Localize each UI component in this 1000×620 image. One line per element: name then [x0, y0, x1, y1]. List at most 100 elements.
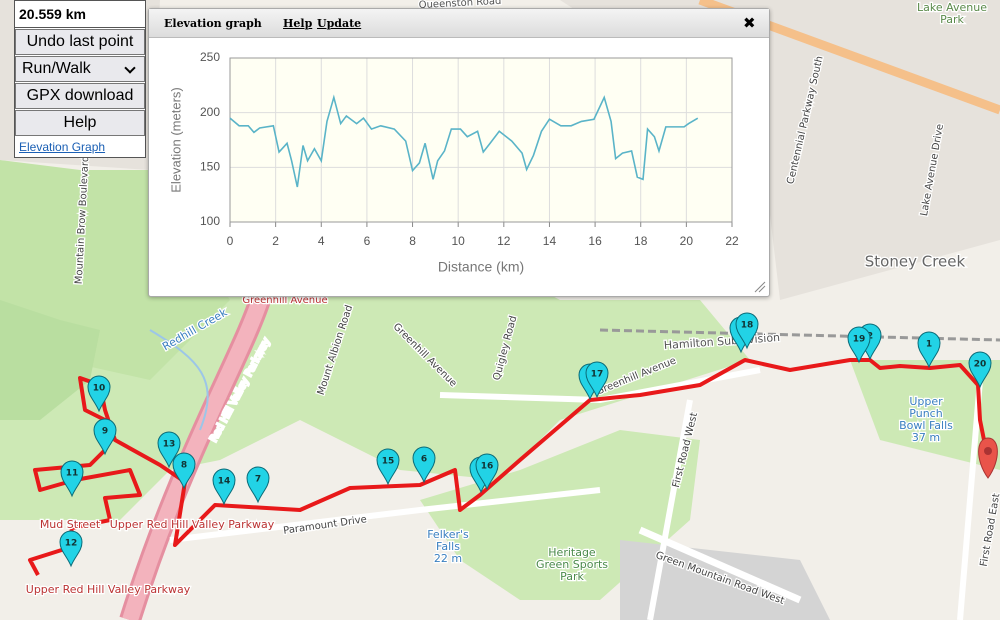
close-button[interactable]: ✖ [743, 14, 756, 32]
x-tick-label: 22 [725, 234, 739, 248]
help-link[interactable]: Help [283, 17, 313, 30]
route-marker[interactable]: 20 [968, 351, 992, 389]
marker-label: 7 [255, 475, 261, 485]
map-label-line: Greenhill Avenue [242, 295, 327, 306]
y-tick-label: 100 [200, 214, 220, 228]
resize-handle [754, 281, 766, 293]
x-tick-label: 12 [497, 234, 511, 248]
marker-pin [968, 351, 992, 389]
map-label-line: Park [940, 13, 964, 26]
undo-button[interactable]: Undo last point [15, 29, 145, 55]
map-label: First Road East [977, 491, 1000, 568]
map-label-line: Punch [909, 407, 942, 420]
control-panel: 20.559 km Undo last point Run/Walk GPX d… [14, 0, 146, 158]
route [28, 358, 992, 576]
gpx-button[interactable]: GPX download [15, 83, 145, 109]
marker-pin [917, 331, 941, 369]
route-marker[interactable]: 19 [847, 326, 871, 364]
map-label-line: Mud Street [40, 518, 101, 531]
marker-pin [93, 418, 117, 456]
map-label: Greenhill Avenue [241, 294, 329, 308]
route-marker[interactable]: 6 [412, 446, 436, 484]
marker-label: 10 [93, 384, 106, 394]
elevation-chart: 0 2 4 6 8 10 12 14 16 18 20 22 100 150 200 250 Distance … [168, 50, 766, 293]
y-tick-label: 250 [200, 50, 220, 64]
marker-pin [412, 446, 436, 484]
map-label-line: Park [560, 570, 584, 583]
x-tick-label: 18 [634, 234, 648, 248]
map-label-line: First Road East [979, 493, 1000, 568]
route-marker[interactable]: 11 [60, 460, 84, 498]
map-label-line: Stoney Creek [865, 253, 966, 271]
map-label-line: Upper Red Hill Valley Parkway [110, 518, 275, 531]
marker-pin [246, 466, 270, 504]
map-label-line: 37 m [912, 431, 940, 444]
map-label-line: Lake Avenue [917, 1, 987, 14]
marker-pin [212, 468, 236, 506]
marker-label: 16 [481, 462, 494, 472]
marker-label: 9 [102, 427, 108, 437]
route-marker[interactable]: 1 [917, 331, 941, 369]
route-marker[interactable]: 13 [157, 431, 181, 469]
plot-area [230, 58, 732, 222]
marker-label: 12 [65, 539, 78, 549]
marker-label: 19 [853, 335, 866, 345]
x-tick-label: 8 [409, 234, 416, 248]
map-label-line: Bowl Falls [899, 419, 953, 432]
end-marker[interactable] [978, 437, 998, 479]
x-tick-label: 2 [272, 234, 279, 248]
distance: 20.559 km [15, 1, 145, 28]
map-label: Paramount Drive [281, 513, 368, 538]
marker-label: 11 [66, 469, 79, 479]
elevation-window: Elevation graph Help Update ✖ 0 2 4 6 8 10 12 1… [148, 8, 770, 297]
update-link[interactable]: Update [317, 17, 362, 30]
route-marker[interactable]: 14 [212, 468, 236, 506]
y-tick-label: 200 [200, 105, 220, 119]
route-marker[interactable]: 18 [735, 312, 759, 350]
marker-label: 20 [974, 360, 987, 370]
route-marker[interactable]: 10 [87, 375, 111, 413]
x-tick-label: 16 [588, 234, 602, 248]
elevation-link[interactable]: Elevation Graph [19, 140, 106, 154]
marker-pin [172, 452, 196, 490]
marker-pin [376, 448, 400, 486]
map-label: Stoney Creek [864, 251, 967, 272]
map-label-line: Heritage [548, 546, 596, 559]
map-label-line: 22 m [434, 552, 462, 565]
marker-pin [475, 453, 499, 491]
mode-select[interactable]: Run/Walk [15, 56, 145, 82]
route-marker[interactable]: 9 [93, 418, 117, 456]
marker-pin [87, 375, 111, 413]
map-label-line: Green Sports [536, 558, 608, 571]
x-tick-label: 10 [452, 234, 466, 248]
marker-pin [585, 361, 609, 399]
marker-label: 15 [382, 457, 395, 467]
route-marker[interactable]: 16 [475, 453, 499, 491]
window-title: Elevation graph [164, 17, 262, 30]
marker-pin [847, 326, 871, 364]
route-marker[interactable]: 15 [376, 448, 400, 486]
route-marker[interactable]: 17 [585, 361, 609, 399]
marker-pin [735, 312, 759, 350]
help-button[interactable]: Help [15, 110, 145, 136]
marker-label: 18 [741, 321, 754, 331]
marker-pin [60, 460, 84, 498]
marker-label: 17 [591, 370, 604, 380]
marker-label: 6 [421, 455, 427, 465]
route-marker[interactable]: 7 [246, 466, 270, 504]
route-marker[interactable]: 12 [59, 530, 83, 568]
route-marker[interactable]: 8 [172, 452, 196, 490]
marker-label: 1 [926, 340, 932, 350]
map-label-line: Felker's [427, 528, 469, 541]
map-label: Upper Red Hill Valley Parkway [25, 582, 192, 598]
plot-frame [229, 57, 733, 223]
y-axis-label: Elevation (meters) [168, 87, 183, 192]
map-label-line: Paramount Drive [283, 514, 368, 537]
x-tick-label: 4 [318, 234, 325, 248]
map-label: Upper Red Hill Valley Parkway [109, 517, 276, 533]
marker-label: 13 [163, 440, 176, 450]
